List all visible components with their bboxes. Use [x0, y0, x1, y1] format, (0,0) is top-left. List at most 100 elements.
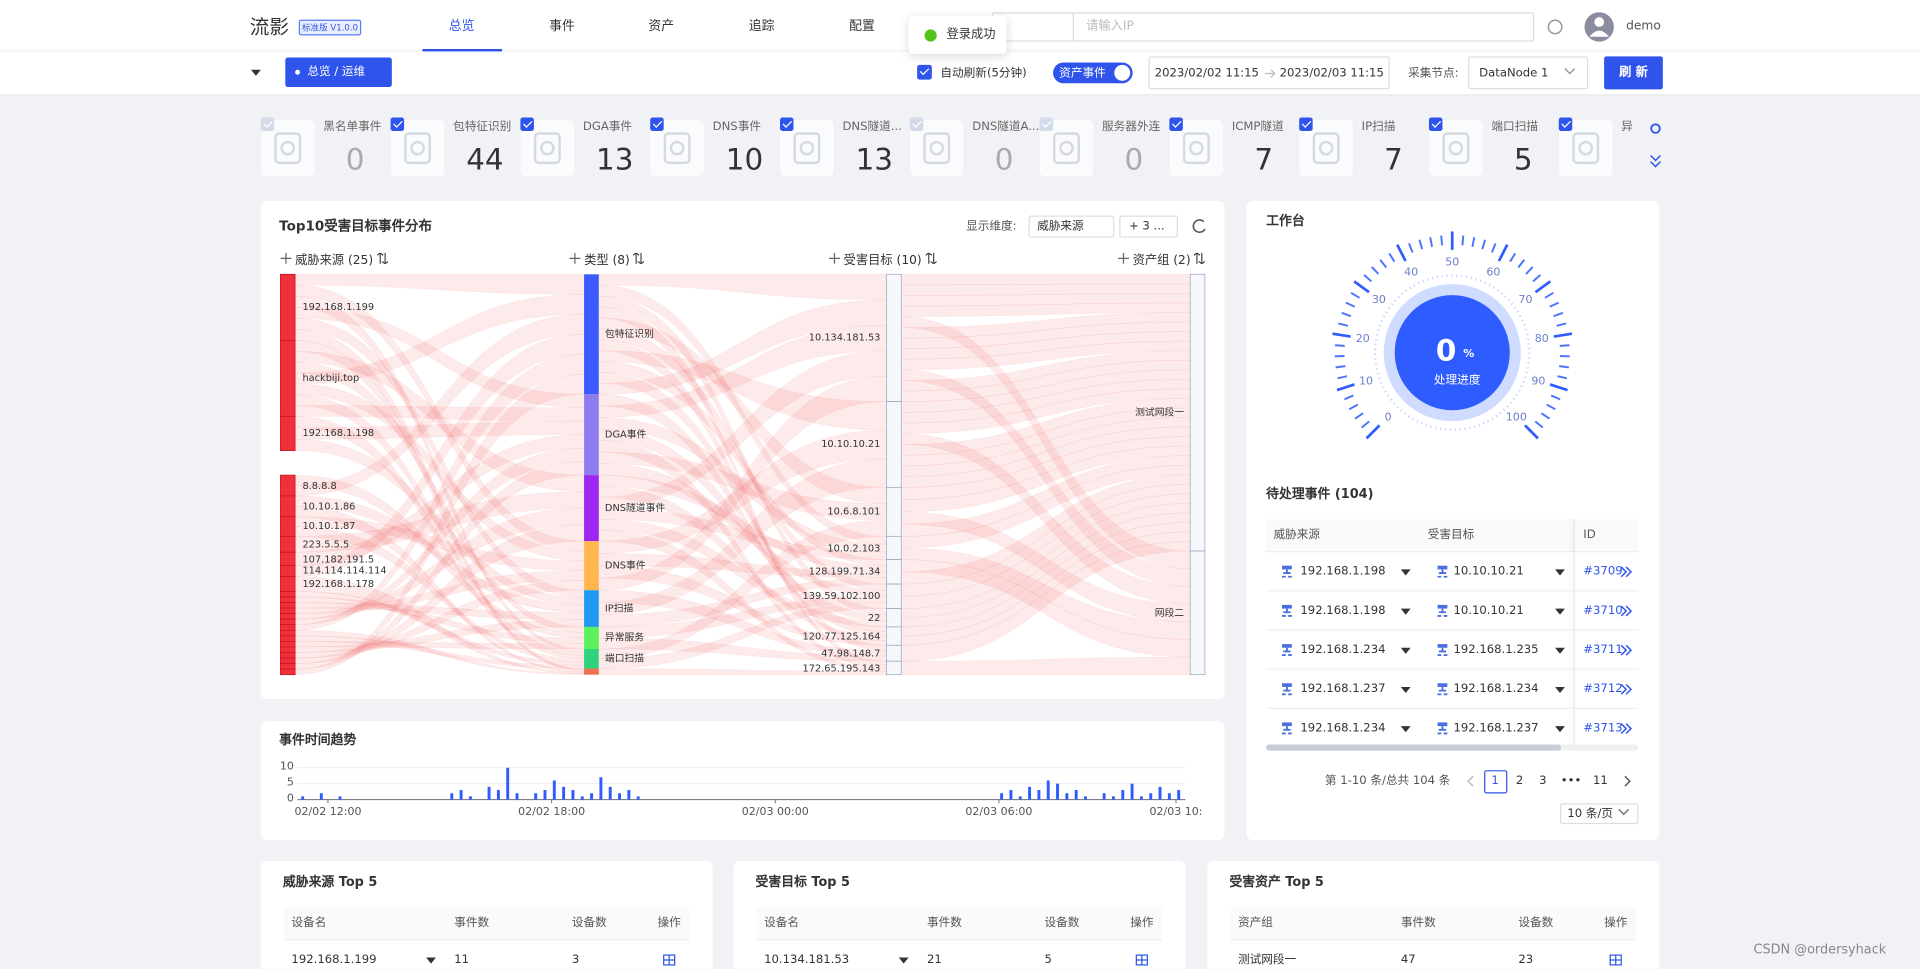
event-id[interactable]: #3710 — [1583, 604, 1623, 618]
chevron — [1620, 605, 1628, 617]
bar — [1037, 790, 1041, 800]
chevron — [1650, 161, 1661, 168]
nav-item[interactable]: 资产 — [648, 19, 675, 34]
flow — [900, 273, 1191, 286]
icon-glyph — [1312, 132, 1340, 165]
node-label: IP扫描 — [604, 602, 634, 614]
icon-shape — [1448, 140, 1464, 156]
flow — [294, 474, 585, 639]
stat-checkbox[interactable] — [1299, 117, 1313, 132]
bar — [319, 793, 323, 800]
stat-checkbox[interactable] — [780, 117, 794, 132]
column-header[interactable]: 类型 (8) — [569, 249, 645, 268]
x-tick-label: 02/03 10: — [1149, 806, 1203, 819]
page-item[interactable]: 2 — [1515, 774, 1524, 788]
page-item[interactable]: 1 — [1491, 774, 1499, 788]
bar — [1000, 793, 1004, 800]
stat-checkbox[interactable] — [650, 117, 664, 132]
nav-item[interactable]: 追踪 — [748, 19, 775, 34]
flow — [294, 416, 585, 660]
gauge-minor-tick — [1350, 291, 1360, 299]
event-id[interactable]: #3713 — [1583, 721, 1623, 736]
stat-checkbox[interactable] — [1169, 117, 1183, 132]
stat-label: ICMP隧道 — [1231, 120, 1284, 134]
gauge-minor-tick — [1361, 420, 1370, 429]
search-box[interactable] — [991, 12, 1535, 42]
network-icon — [1282, 644, 1292, 648]
auto-refresh[interactable]: 自动刷新(5分钟) — [940, 66, 1027, 80]
node-label: 107.182.191.5 — [302, 553, 375, 565]
event-id[interactable]: #3712 — [1583, 682, 1623, 696]
gauge-core — [1394, 295, 1510, 411]
stat-checkbox[interactable] — [520, 117, 534, 132]
network-icon — [1437, 647, 1448, 657]
node-label: 22 — [867, 611, 881, 623]
dimension-select[interactable] — [1028, 215, 1115, 238]
sankey-node — [886, 273, 902, 403]
network-icon — [1282, 726, 1292, 735]
event-id[interactable]: #3709 — [1583, 564, 1623, 579]
bar — [590, 793, 594, 800]
nav-item[interactable]: 配置 — [849, 19, 875, 34]
more-tag[interactable] — [1119, 215, 1178, 238]
page-item[interactable]: ••• — [1560, 774, 1582, 788]
toast-icon — [924, 29, 937, 42]
stat-checkbox[interactable] — [390, 117, 405, 132]
panel-title: 受害目标 Top 5 — [755, 875, 850, 890]
refresh-button[interactable] — [1604, 56, 1663, 90]
auto-refresh-checkbox[interactable] — [917, 64, 932, 80]
nav-item[interactable]: 事件 — [549, 19, 575, 34]
network-icon — [1282, 604, 1292, 609]
gauge-minor-tick — [1429, 237, 1434, 247]
bar — [1177, 790, 1181, 800]
sort-icon[interactable] — [633, 252, 645, 264]
stat-checkbox[interactable] — [1558, 117, 1573, 132]
stat-value: 0 — [345, 142, 365, 178]
icon-shape — [663, 132, 691, 165]
sort-icon[interactable] — [925, 252, 937, 264]
tab[interactable] — [285, 57, 392, 87]
column-header[interactable]: 资产组 (2) — [1117, 249, 1206, 268]
node-label: 端口扫描 — [604, 652, 645, 664]
gauge-minor-tick — [1540, 412, 1551, 420]
page-active[interactable] — [1484, 770, 1508, 794]
reload-icon — [1192, 219, 1206, 233]
gauge-major-tick — [1553, 332, 1573, 338]
gauge-tick-label: 20 — [1356, 332, 1370, 345]
column-header[interactable]: 受害目标 (10) — [828, 249, 937, 268]
column-header: 设备名 — [291, 916, 327, 930]
sort-icon[interactable] — [376, 252, 388, 264]
stat-checkbox[interactable] — [1428, 117, 1443, 132]
flow — [294, 373, 585, 676]
tab-dot — [295, 69, 301, 75]
gauge-minor-tick — [1559, 344, 1570, 347]
column-header[interactable]: 威胁来源 (25) — [280, 249, 388, 268]
gauge-tick-label: 50 — [1445, 256, 1459, 269]
nav-item[interactable]: 总览 — [448, 19, 475, 34]
gauge-label: 处理进度 — [1433, 373, 1481, 388]
watermark: CSDN @ordersyhack — [1753, 942, 1887, 958]
node-select[interactable] — [1468, 56, 1589, 90]
time-range[interactable] — [1148, 56, 1390, 90]
move-icon — [280, 252, 292, 264]
page-item[interactable]: 11 — [1593, 774, 1608, 788]
stat-checkbox[interactable] — [260, 117, 275, 132]
sort-icon[interactable] — [1194, 252, 1206, 264]
chevron — [1625, 723, 1633, 734]
bar — [338, 796, 342, 800]
stat-checkbox[interactable] — [1039, 117, 1054, 132]
node-label: 10.6.8.101 — [827, 505, 881, 517]
version: 标准版 V1.0.0 — [301, 22, 359, 33]
toggle[interactable] — [1053, 62, 1133, 84]
column-title: 受害目标 (10) — [843, 254, 922, 268]
network-icon — [1282, 647, 1292, 657]
page-item[interactable]: 3 — [1539, 774, 1547, 788]
refresh-label[interactable]: 刷 新 — [1619, 66, 1648, 80]
sankey-node — [584, 668, 599, 675]
event-id[interactable]: #3711 — [1583, 643, 1623, 657]
cell: 21 — [926, 953, 942, 967]
sankey-node — [280, 646, 296, 653]
stat-checkbox[interactable] — [909, 117, 924, 132]
gauge-tick-label: 40 — [1404, 266, 1418, 279]
page-size-select[interactable] — [1560, 803, 1639, 825]
